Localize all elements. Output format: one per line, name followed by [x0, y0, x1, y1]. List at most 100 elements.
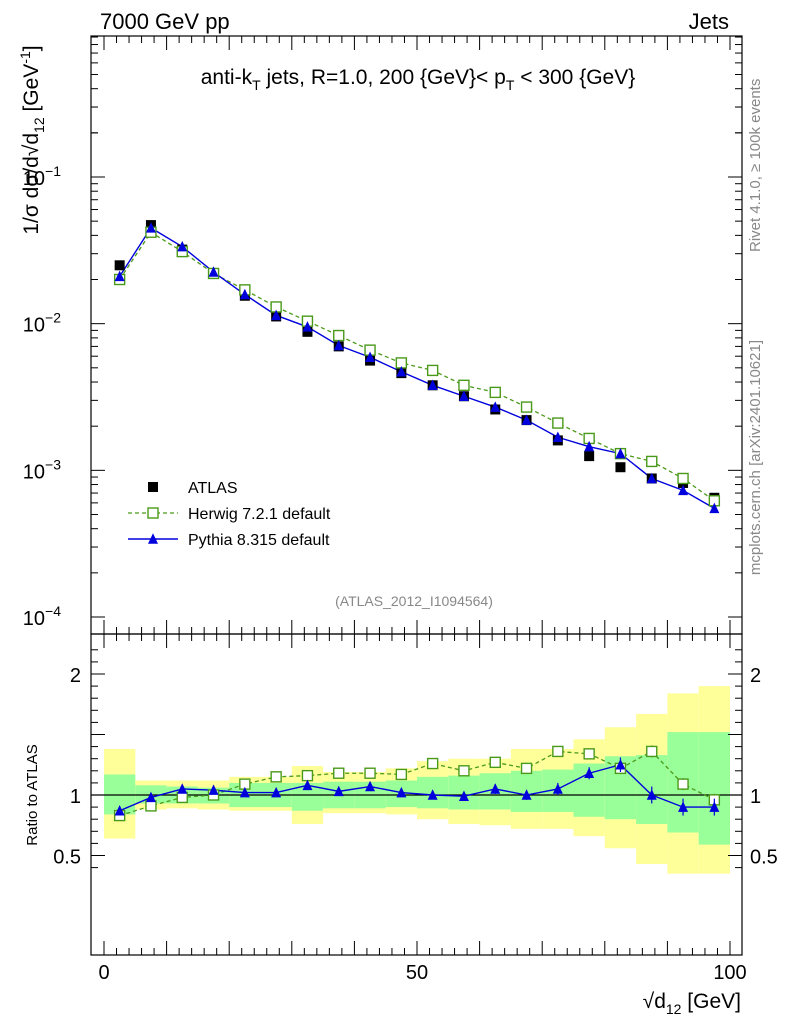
y-tick-exp: −4	[45, 603, 61, 619]
pythia-ratio-point	[646, 789, 657, 800]
ylabel-d: d	[20, 133, 43, 145]
herwig-ratio-point	[270, 771, 282, 783]
legend-label: Pythia 8.315 default	[188, 532, 330, 549]
ratio-y-tick-label-right: 2	[750, 665, 761, 687]
pythia-point	[490, 401, 501, 412]
herwig-point	[489, 386, 501, 399]
pythia-ratio-point	[427, 789, 438, 800]
pythia-point	[427, 379, 438, 391]
pythia-point	[678, 484, 689, 496]
pythia-ratio-point	[271, 786, 282, 798]
y-tick-label: 10−1	[23, 163, 61, 190]
pythia-point	[458, 390, 469, 401]
pythia-ratio-point	[678, 801, 689, 812]
herwig-ratio-point	[395, 768, 408, 781]
x-axis-label: √d12 [GeV]	[643, 990, 741, 1017]
pythia-ratio-point	[396, 786, 407, 798]
svg-text:1/σ dσ/d√d12 [GeV-1]: 1/σ dσ/d√d12 [GeV-1]	[17, 45, 47, 234]
herwig-ratio-point	[301, 769, 314, 782]
ylabel-sub: 12	[31, 117, 47, 133]
legend-pythia-marker	[148, 533, 158, 544]
pythia-ratio-point	[177, 783, 188, 794]
pythia-ratio-point	[552, 783, 563, 794]
atlas-point	[114, 260, 125, 271]
header-category: Jets	[689, 9, 729, 34]
y-tick-base: 10	[23, 315, 45, 337]
rivet-label: Rivet 4.1.0, ≥ 100k events	[747, 79, 764, 252]
main-panel: 10−110−210−310−4	[23, 35, 743, 635]
title-sub2: T	[506, 77, 515, 93]
herwig-point	[426, 364, 439, 377]
ratio-y-axis-label: Ratio to ATLAS	[24, 744, 41, 845]
pythia-ratio-point	[615, 759, 626, 770]
ratio-y-tick-label: 1	[70, 786, 81, 808]
herwig-ratio-point	[489, 756, 501, 769]
y-tick-label: 10−4	[23, 603, 61, 630]
pythia-ratio-point	[333, 785, 344, 797]
pythia-point	[177, 240, 188, 252]
y-tick-exp: −2	[45, 310, 61, 326]
herwig-point	[677, 472, 689, 485]
ylabel-unit: [GeV	[20, 64, 43, 118]
y-axis-label: 1/σ dσ/d√d12 [GeV-1]	[17, 45, 47, 234]
pythia-point	[396, 366, 407, 377]
ylabel-pre: 1/σ dσ/d	[20, 156, 43, 234]
herwig-ratio-point	[333, 767, 345, 779]
pythia-point	[521, 414, 532, 425]
pythia-point	[709, 502, 720, 514]
y-tick-exp: −3	[45, 456, 61, 472]
pythia-point	[365, 351, 376, 363]
pythia-ratio-point	[239, 786, 250, 798]
herwig-ratio-point	[458, 765, 470, 777]
pythia-point	[552, 431, 563, 443]
svg-text:mcplots.cern.ch [arXiv:2401.10: mcplots.cern.ch [arXiv:2401.10621]	[747, 340, 764, 575]
y-tick-base: 10	[23, 461, 45, 483]
herwig-point	[520, 401, 533, 413]
pythia-ratio-point	[521, 789, 532, 800]
y-tick-exp: −1	[45, 163, 61, 179]
pythia-ratio-point	[114, 804, 125, 816]
pythia-ratio-point	[302, 779, 313, 791]
atlas-point	[615, 462, 626, 473]
title-end: < 300 {GeV}	[514, 66, 635, 89]
ylabel-close: ]	[20, 45, 43, 51]
pythia-point	[271, 309, 282, 321]
mcplots-label: mcplots.cern.ch [arXiv:2401.10621]	[747, 340, 764, 575]
x-tick-label: 50	[406, 962, 428, 984]
ratio-y-tick-label-right: 1	[750, 786, 761, 808]
pythia-point	[239, 288, 250, 300]
legend-herwig-marker	[147, 507, 159, 519]
herwig-ratio-point	[552, 745, 564, 758]
pythia-ratio-point	[458, 790, 469, 801]
pythia-point	[114, 270, 125, 282]
ylabel-sqrt: √	[20, 144, 43, 156]
x-tick-label: 100	[713, 962, 746, 984]
pythia-ratio-point	[490, 783, 501, 794]
herwig-ratio-point	[677, 778, 689, 790]
pythia-point	[145, 222, 156, 233]
atlas-point	[584, 451, 595, 462]
herwig-point	[458, 379, 470, 391]
legend: ATLAS Herwig 7.2.1 default Pythia 8.315 de…	[128, 480, 331, 549]
pythia-point	[333, 339, 344, 351]
herwig-ratio-point	[426, 757, 439, 770]
svg-text:Rivet 4.1.0, ≥ 100k events: Rivet 4.1.0, ≥ 100k events	[747, 79, 764, 252]
pythia-ratio-point	[365, 780, 376, 792]
xlabel-d: d	[654, 990, 666, 1013]
herwig-point	[552, 417, 564, 429]
herwig-ratio-point	[646, 745, 658, 758]
pythia-point	[646, 472, 657, 484]
title-main: anti-k	[201, 66, 253, 89]
x-tick-label: 0	[98, 962, 109, 984]
herwig-point	[333, 329, 345, 342]
herwig-ratio-point	[583, 748, 595, 760]
analysis-watermark: (ATLAS_2012_I1094564)	[335, 593, 493, 609]
header-energy: 7000 GeV pp	[100, 9, 230, 34]
y-tick-label: 10−3	[23, 456, 61, 483]
pythia-ratio-point	[584, 767, 595, 778]
herwig-ratio-point	[145, 800, 157, 812]
pythia-point	[584, 440, 595, 452]
herwig-ratio-point	[364, 767, 376, 779]
title-sub1: T	[252, 77, 261, 93]
pythia-ratio-point	[145, 791, 156, 803]
